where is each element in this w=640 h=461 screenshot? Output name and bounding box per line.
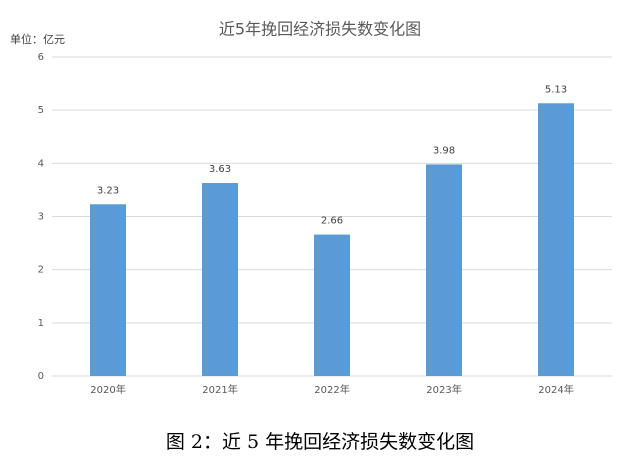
value-label: 2.66	[321, 216, 343, 227]
y-tick-label: 5	[38, 105, 44, 116]
x-tick-label: 2021年	[202, 383, 237, 396]
chart-title: 近5年挽回经济损失数变化图	[219, 20, 421, 39]
x-tick-label: 2024年	[538, 383, 573, 396]
y-tick-label: 1	[38, 318, 44, 329]
y-tick-label: 3	[38, 212, 44, 223]
bar	[538, 103, 574, 376]
value-label: 3.23	[97, 185, 119, 196]
bar	[314, 234, 350, 376]
y-tick-label: 4	[38, 158, 44, 169]
y-tick-label: 0	[38, 371, 44, 382]
value-label: 3.63	[209, 164, 231, 175]
x-tick-label: 2020年	[90, 383, 125, 396]
x-tick-label: 2023年	[426, 383, 461, 396]
y-tick-label: 2	[38, 265, 44, 276]
x-tick-label: 2022年	[314, 383, 349, 396]
bar	[90, 204, 126, 376]
unit-label: 单位：亿元	[10, 32, 65, 46]
value-label: 5.13	[545, 84, 567, 95]
value-label: 3.98	[433, 145, 455, 156]
bar	[426, 164, 462, 376]
bar	[202, 183, 238, 376]
y-tick-label: 6	[38, 52, 44, 63]
figure-caption: 图 2：近 5 年挽回经济损失数变化图	[166, 431, 474, 453]
